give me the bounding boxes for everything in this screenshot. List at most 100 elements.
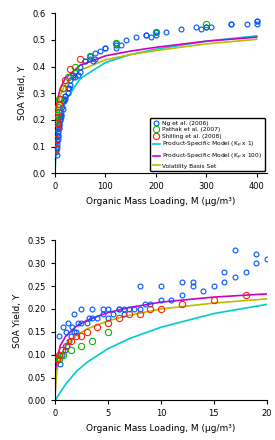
Volatility Basis Set: [54, 120, 58, 125]
Product-Specific Model (K$_p$ x 1): [53, 169, 57, 175]
Line: Volatility Basis Set: Volatility Basis Set: [55, 299, 267, 397]
Product-Specific Model (K$_p$ x 100): [255, 35, 258, 40]
Pathak et al. (2007): [62, 352, 65, 357]
Pathak et al. (2007): [205, 21, 208, 26]
Line: Pathak et al. (2007): Pathak et al. (2007): [56, 329, 111, 363]
Legend: Ng et al. (2006), Pathak et al. (2007), Shilling et al. (2008), Product-Specific: Ng et al. (2006), Pathak et al. (2007), …: [150, 117, 265, 172]
Y-axis label: SOA Yield, Y: SOA Yield, Y: [13, 293, 22, 348]
Product-Specific Model (K$_p$ x 1): [56, 132, 59, 137]
Product-Specific Model (K$_p$ x 100): [56, 97, 59, 103]
Volatility Basis Set: [53, 165, 57, 171]
Shilling et al. (2008): [96, 325, 99, 330]
Ng et al. (2006): [245, 21, 248, 26]
Pathak et al. (2007): [90, 338, 94, 344]
Shilling et al. (2008): [149, 306, 152, 312]
Product-Specific Model (K$_p$ x 1): [212, 311, 216, 316]
Product-Specific Model (K$_p$ x 100): [58, 87, 62, 92]
Shilling et al. (2008): [212, 297, 216, 302]
Product-Specific Model (K$_p$ x 100): [54, 379, 57, 385]
Shilling et al. (2008): [128, 311, 131, 316]
Pathak et al. (2007): [55, 112, 58, 117]
Product-Specific Model (K$_p$ x 1): [128, 336, 131, 341]
Shilling et al. (2008): [58, 96, 62, 101]
Volatility Basis Set: [106, 318, 109, 323]
Product-Specific Model (K$_p$ x 100): [265, 291, 268, 297]
Product-Specific Model (K$_p$ x 1): [129, 52, 132, 57]
Product-Specific Model (K$_p$ x 100): [129, 48, 132, 54]
Pathak et al. (2007): [80, 343, 83, 348]
Line: Volatility Basis Set: Volatility Basis Set: [55, 39, 257, 172]
Shilling et al. (2008): [80, 334, 83, 339]
Line: Product-Specific Model (K$_p$ x 100): Product-Specific Model (K$_p$ x 100): [55, 37, 257, 171]
Pathak et al. (2007): [69, 348, 73, 353]
Product-Specific Model (K$_p$ x 100): [54, 123, 57, 128]
Product-Specific Model (K$_p$ x 100): [54, 133, 57, 139]
Shilling et al. (2008): [57, 101, 61, 106]
Ng et al. (2006): [194, 24, 198, 29]
Volatility Basis Set: [205, 41, 208, 47]
Volatility Basis Set: [159, 306, 163, 312]
Product-Specific Model (K$_p$ x 1): [106, 346, 109, 352]
Volatility Basis Set: [53, 160, 57, 165]
Product-Specific Model (K$_p$ x 1): [58, 116, 62, 121]
Volatility Basis Set: [54, 131, 57, 136]
Product-Specific Model (K$_p$ x 1): [59, 389, 62, 395]
Volatility Basis Set: [58, 93, 62, 99]
Product-Specific Model (K$_p$ x 1): [54, 397, 57, 403]
Volatility Basis Set: [56, 367, 59, 372]
Pathak et al. (2007): [57, 356, 61, 362]
Shilling et al. (2008): [64, 77, 67, 83]
Volatility Basis Set: [59, 354, 62, 359]
Product-Specific Model (K$_p$ x 100): [159, 300, 163, 305]
Product-Specific Model (K$_p$ x 100): [64, 76, 67, 81]
Volatility Basis Set: [53, 169, 57, 175]
Shilling et al. (2008): [55, 125, 58, 131]
Shilling et al. (2008): [244, 293, 247, 298]
Volatility Basis Set: [64, 82, 67, 87]
Pathak et al. (2007): [54, 117, 58, 122]
Shilling et al. (2008): [61, 85, 64, 91]
Ng et al. (2006): [54, 149, 58, 154]
Product-Specific Model (K$_p$ x 100): [154, 45, 158, 50]
Pathak et al. (2007): [154, 29, 158, 34]
Line: Ng et al. (2006): Ng et al. (2006): [54, 19, 259, 157]
Product-Specific Model (K$_p$ x 100): [53, 162, 57, 168]
Ng et al. (2006): [255, 18, 258, 24]
Volatility Basis Set: [255, 37, 258, 42]
Volatility Basis Set: [129, 52, 132, 57]
Product-Specific Model (K$_p$ x 100): [212, 294, 216, 300]
Product-Specific Model (K$_p$ x 1): [85, 360, 89, 365]
Product-Specific Model (K$_p$ x 1): [54, 396, 58, 402]
Shilling et al. (2008): [79, 56, 82, 61]
Product-Specific Model (K$_p$ x 1): [53, 170, 57, 175]
Shilling et al. (2008): [68, 66, 72, 72]
Product-Specific Model (K$_p$ x 1): [255, 33, 258, 39]
Shilling et al. (2008): [85, 329, 89, 334]
Product-Specific Model (K$_p$ x 1): [56, 395, 59, 400]
Product-Specific Model (K$_p$ x 1): [75, 369, 78, 374]
Line: Shilling et al. (2008): Shilling et al. (2008): [52, 55, 83, 152]
Ng et al. (2006): [59, 352, 62, 357]
Line: Product-Specific Model (K$_p$ x 100): Product-Specific Model (K$_p$ x 100): [55, 294, 267, 395]
Line: Pathak et al. (2007): Pathak et al. (2007): [53, 21, 209, 123]
Product-Specific Model (K$_p$ x 1): [53, 170, 57, 176]
Volatility Basis Set: [54, 385, 57, 390]
Volatility Basis Set: [212, 301, 216, 306]
Ng et al. (2006): [94, 51, 97, 56]
Product-Specific Model (K$_p$ x 100): [54, 112, 58, 117]
Product-Specific Model (K$_p$ x 100): [79, 62, 82, 68]
Y-axis label: SOA Yield, Y: SOA Yield, Y: [18, 66, 27, 120]
Shilling et al. (2008): [159, 306, 163, 312]
Ng et al. (2006): [138, 306, 141, 312]
Volatility Basis Set: [104, 57, 107, 62]
Ng et al. (2006): [233, 247, 236, 252]
Product-Specific Model (K$_p$ x 1): [159, 325, 163, 330]
Volatility Basis Set: [54, 376, 58, 381]
Product-Specific Model (K$_p$ x 1): [205, 39, 208, 44]
Product-Specific Model (K$_p$ x 1): [154, 47, 158, 52]
Product-Specific Model (K$_p$ x 1): [53, 398, 57, 403]
Volatility Basis Set: [85, 326, 89, 332]
Pathak et al. (2007): [89, 53, 92, 59]
Product-Specific Model (K$_p$ x 100): [53, 392, 57, 398]
Product-Specific Model (K$_p$ x 100): [205, 39, 208, 44]
